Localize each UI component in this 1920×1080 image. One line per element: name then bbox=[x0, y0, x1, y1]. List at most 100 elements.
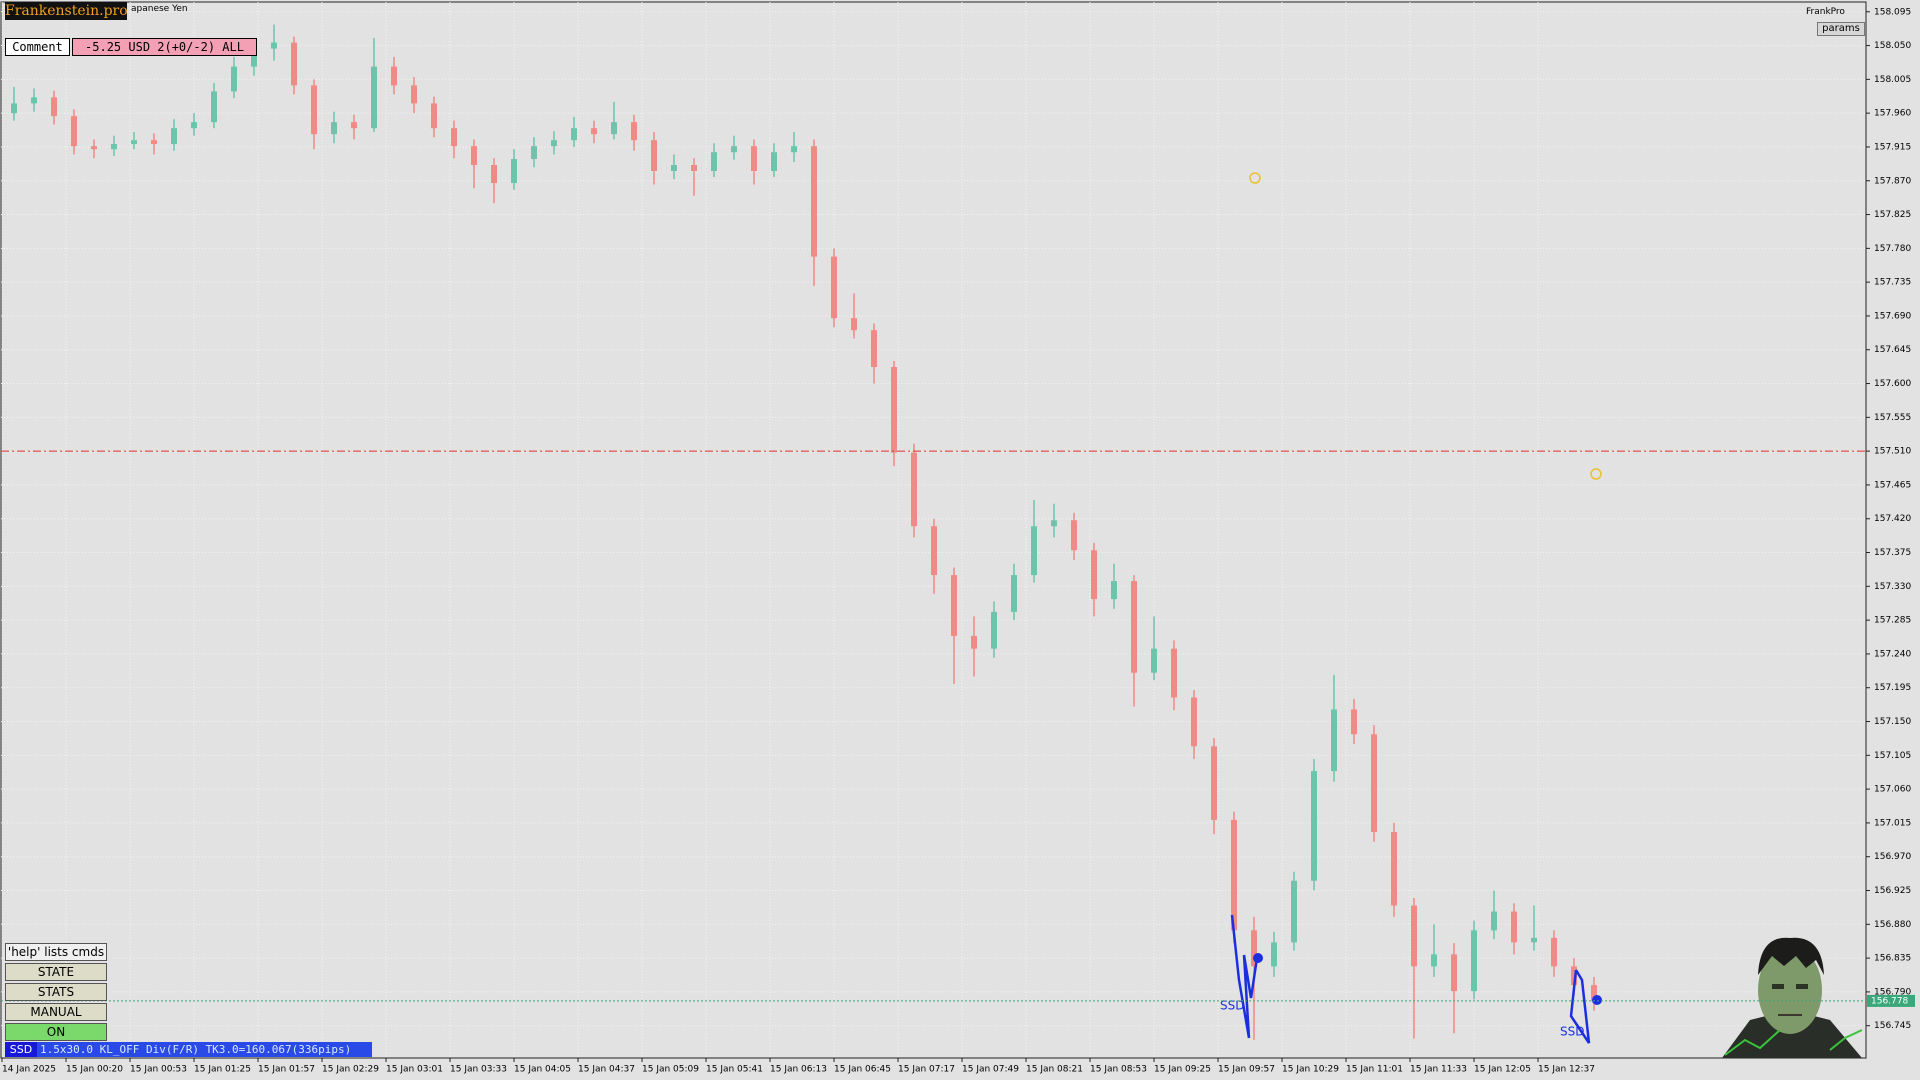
y-tick-label: 157.825 bbox=[1874, 210, 1911, 220]
candle-body bbox=[1271, 942, 1277, 967]
hair bbox=[1758, 937, 1824, 975]
state-button[interactable]: STATE bbox=[5, 963, 107, 981]
status-text: 1.5x30.0 KL_OFF Div(F/R) TK3.0=160.067(3… bbox=[37, 1042, 372, 1057]
candle-body bbox=[1511, 911, 1517, 943]
candle-body bbox=[1531, 937, 1537, 943]
candle-body bbox=[1311, 771, 1317, 881]
candle-body bbox=[551, 140, 557, 147]
candle-body bbox=[1411, 905, 1417, 967]
y-tick-label: 156.880 bbox=[1874, 920, 1911, 930]
y-tick-label: 157.375 bbox=[1874, 548, 1911, 558]
y-tick-label: 157.690 bbox=[1874, 311, 1911, 321]
candle-body bbox=[211, 91, 217, 123]
candle-body bbox=[991, 611, 997, 649]
y-tick-label: 156.790 bbox=[1874, 987, 1911, 997]
x-tick-label: 15 Jan 01:25 bbox=[194, 1065, 251, 1075]
candle-body bbox=[891, 367, 897, 453]
zigzag bbox=[1569, 969, 1591, 1044]
y-tick-label: 156.970 bbox=[1874, 852, 1911, 862]
deco bbox=[1724, 1029, 1781, 1056]
x-tick-label: 15 Jan 11:33 bbox=[1410, 1065, 1467, 1075]
status-tag: SSD bbox=[5, 1042, 37, 1057]
candle-body bbox=[451, 128, 457, 147]
y-tick-label: 157.060 bbox=[1874, 785, 1911, 795]
manual-button[interactable]: MANUAL bbox=[5, 1003, 107, 1021]
y-tick-label: 157.420 bbox=[1874, 514, 1911, 524]
price-box bbox=[1867, 994, 1915, 1007]
candle-body bbox=[471, 146, 477, 165]
x-tick-label: 15 Jan 09:25 bbox=[1154, 1065, 1211, 1075]
x-tick-label: 15 Jan 04:05 bbox=[514, 1065, 571, 1075]
help-button[interactable]: 'help' lists cmds bbox=[5, 943, 107, 961]
comment-value: -5.25 USD 2(+0/-2) ALL bbox=[72, 38, 257, 56]
candle-body bbox=[1491, 911, 1497, 931]
x-tick-label: 15 Jan 05:09 bbox=[642, 1065, 699, 1075]
candle-body bbox=[1051, 520, 1057, 527]
candle-body bbox=[511, 158, 517, 184]
x-tick-label: 15 Jan 12:37 bbox=[1538, 1065, 1595, 1075]
candle-body bbox=[1091, 550, 1097, 600]
candle-body bbox=[91, 146, 97, 150]
symbol: apanese Yen bbox=[131, 4, 188, 14]
candle-body bbox=[1031, 526, 1037, 576]
y-tick-label: 157.105 bbox=[1874, 751, 1911, 761]
candle-body bbox=[351, 122, 357, 129]
candle-body bbox=[251, 48, 257, 67]
candle-body bbox=[1291, 880, 1297, 943]
candle-body bbox=[431, 103, 437, 129]
x-tick-label: 15 Jan 00:53 bbox=[130, 1065, 187, 1075]
comment-label: Comment bbox=[5, 38, 70, 56]
y-tick-label: 156.745 bbox=[1874, 1021, 1911, 1031]
y-tick-label: 157.735 bbox=[1874, 278, 1911, 288]
candle-body bbox=[411, 85, 417, 104]
y-tick-label: 157.555 bbox=[1874, 413, 1911, 423]
x-tick-label: 15 Jan 05:41 bbox=[706, 1065, 763, 1075]
candle-body bbox=[631, 122, 637, 141]
y-tick-label: 157.465 bbox=[1874, 480, 1911, 490]
candle-body bbox=[1571, 966, 1577, 986]
marker bbox=[1590, 468, 1602, 480]
y-tick-label: 156.835 bbox=[1874, 954, 1911, 964]
y-tick-label: 157.150 bbox=[1874, 717, 1911, 727]
x-tick-label: 15 Jan 06:45 bbox=[834, 1065, 891, 1075]
x-tick-label: 15 Jan 00:20 bbox=[66, 1065, 123, 1075]
y-tick-label: 156.925 bbox=[1874, 886, 1911, 896]
candle-body bbox=[491, 164, 497, 184]
deco bbox=[1829, 1029, 1863, 1051]
candle-body bbox=[391, 66, 397, 86]
candle-body bbox=[651, 140, 657, 171]
candle-body bbox=[831, 256, 837, 319]
params-button[interactable]: params bbox=[1817, 22, 1865, 36]
y-tick-label: 157.645 bbox=[1874, 345, 1911, 355]
y-tick-label: 157.510 bbox=[1874, 447, 1911, 457]
candle-body bbox=[231, 66, 237, 92]
account: FrankPro bbox=[1806, 7, 1845, 17]
candle-body bbox=[711, 152, 717, 171]
annotation: SSD bbox=[1560, 1025, 1584, 1039]
x-tick-label: 14 Jan 2025 bbox=[2, 1065, 56, 1075]
x-tick-label: 15 Jan 03:33 bbox=[450, 1065, 507, 1075]
candle-body bbox=[791, 146, 797, 153]
candle-body bbox=[851, 318, 857, 331]
x-tick-label: 15 Jan 08:53 bbox=[1090, 1065, 1147, 1075]
stats-button[interactable]: STATS bbox=[5, 983, 107, 1001]
x-tick-label: 15 Jan 01:57 bbox=[258, 1065, 315, 1075]
marker bbox=[1249, 172, 1261, 184]
signals: SSD SSD bbox=[1220, 172, 1602, 1044]
candle-body bbox=[771, 152, 777, 171]
x-tick-label: 15 Jan 08:21 bbox=[1026, 1065, 1083, 1075]
candle-body bbox=[1371, 734, 1377, 832]
y-tick-label: 157.015 bbox=[1874, 818, 1911, 828]
candle-body bbox=[31, 97, 37, 104]
y-tick-label: 157.330 bbox=[1874, 582, 1911, 592]
candle-body bbox=[1551, 937, 1557, 967]
candle-body bbox=[1391, 831, 1397, 906]
y-tick-label: 157.195 bbox=[1874, 683, 1911, 693]
portrait bbox=[1722, 937, 1863, 1058]
candle-body bbox=[111, 143, 117, 150]
on-button[interactable]: ON bbox=[5, 1023, 107, 1041]
y-tick-label: 157.600 bbox=[1874, 379, 1911, 389]
candle-body bbox=[291, 42, 297, 86]
candle-body bbox=[871, 330, 877, 368]
